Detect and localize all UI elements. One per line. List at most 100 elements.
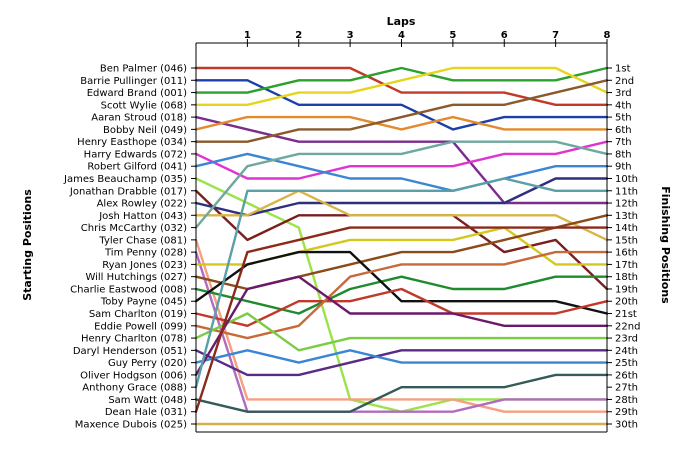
driver-line-25 <box>194 349 609 364</box>
finish-position-label-18: 18th <box>615 272 638 283</box>
start-driver-label-28: Sam Watt (048) <box>108 395 187 406</box>
start-driver-label-22: Eddie Powell (099) <box>94 321 187 332</box>
start-driver-label-23: Henry Charlton (078) <box>81 334 187 345</box>
start-driver-label-3: Edward Brand (001) <box>87 88 187 99</box>
start-driver-label-12: Alex Rowley (022) <box>97 199 188 210</box>
start-driver-label-17: Ryan Jones (023) <box>102 260 187 271</box>
driver-line-23 <box>194 312 609 352</box>
finish-position-label-1: 1st <box>615 64 631 75</box>
start-driver-label-14: Chris McCarthy (032) <box>81 223 187 234</box>
finish-position-label-17: 17th <box>615 260 638 271</box>
start-driver-label-25: Guy Perry (020) <box>108 358 187 369</box>
driver-line-27 <box>194 177 609 389</box>
start-driver-label-15: Tyler Chase (081) <box>98 235 187 246</box>
axis-layer: 1 2 3 4 5 6 7 8 <box>195 30 611 433</box>
lap-tick-label-6: 6 <box>501 30 508 41</box>
lap-tick-label-7: 7 <box>552 30 559 41</box>
driver-line-1 <box>194 66 609 107</box>
finish-position-label-25: 25th <box>615 358 638 369</box>
finish-position-label-15: 15th <box>615 235 638 246</box>
start-driver-label-30: Maxence Dubois (025) <box>75 420 187 431</box>
driver-line-6 <box>194 115 609 131</box>
finish-position-label-2: 2nd <box>615 76 634 87</box>
driver-line-7 <box>194 79 609 143</box>
left-axis-title: Starting Positions <box>21 189 34 301</box>
finish-position-label-12: 12th <box>615 199 638 210</box>
finish-position-label-20: 20th <box>615 297 638 308</box>
x-axis-title: Laps <box>387 15 416 28</box>
finishing-position-labels: 1st2nd3rd4th5th6th7th8th9th10th11th12th1… <box>607 64 640 431</box>
start-driver-label-24: Daryl Henderson (051) <box>73 346 187 357</box>
start-driver-label-16: Tim Penny (028) <box>104 248 187 259</box>
start-driver-label-2: Barrie Pullinger (011) <box>80 76 187 87</box>
driver-line-13 <box>194 189 609 242</box>
start-driver-label-7: Henry Easthope (034) <box>77 137 187 148</box>
start-driver-label-13: Josh Hatton (043) <box>98 211 187 222</box>
finish-position-label-3: 3rd <box>615 88 632 99</box>
finish-position-label-27: 27th <box>615 383 638 394</box>
finish-position-label-19: 19th <box>615 284 638 295</box>
start-driver-label-5: Aaran Stroud (018) <box>91 113 187 124</box>
finish-position-label-24: 24th <box>615 346 638 357</box>
driver-line-21 <box>194 287 609 327</box>
driver-line-20 <box>194 250 609 315</box>
finish-position-label-6: 6th <box>615 125 632 136</box>
finish-position-label-5: 5th <box>615 113 632 124</box>
start-driver-label-19: Charlie Eastwood (008) <box>70 284 187 295</box>
start-driver-label-20: Toby Payne (045) <box>100 297 187 308</box>
finish-position-label-14: 14th <box>615 223 638 234</box>
lap-tick-label-8: 8 <box>604 30 611 41</box>
finish-position-label-21: 21st <box>615 309 637 320</box>
driver-line-14 <box>194 140 609 229</box>
finish-position-label-30: 30th <box>615 420 638 431</box>
start-driver-label-11: Jonathan Drabble (017) <box>69 186 187 197</box>
driver-line-15 <box>194 238 609 413</box>
driver-line-22 <box>194 250 609 340</box>
start-driver-label-8: Harry Edwards (072) <box>84 149 187 160</box>
start-driver-label-27: Anthony Grace (088) <box>82 383 187 394</box>
lap-tick-label-1: 1 <box>244 30 251 41</box>
finish-position-label-29: 29th <box>615 407 638 418</box>
lap-tick-label-5: 5 <box>449 30 456 41</box>
start-driver-label-10: James Beauchamp (035) <box>63 174 187 185</box>
driver-line-24 <box>194 349 609 377</box>
driver-line-2 <box>194 79 609 131</box>
start-driver-label-26: Oliver Hodgson (006) <box>80 370 187 381</box>
driver-line-3 <box>194 66 609 94</box>
driver-line-17 <box>194 226 609 266</box>
starting-grid-labels: Ben Palmer (046)Barrie Pullinger (011)Ed… <box>63 64 196 431</box>
driver-line-5 <box>194 115 609 205</box>
finish-position-label-4: 4th <box>615 100 632 111</box>
driver-line-28 <box>194 373 609 413</box>
driver-line-4 <box>194 66 609 107</box>
driver-line-26 <box>194 275 609 377</box>
finish-position-label-22: 22nd <box>615 321 640 332</box>
finish-position-label-10: 10th <box>615 174 638 185</box>
lap-tick-label-3: 3 <box>347 30 354 41</box>
driver-line-8 <box>194 140 609 180</box>
start-driver-label-1: Ben Palmer (046) <box>100 64 187 75</box>
finish-position-label-13: 13th <box>615 211 638 222</box>
finish-position-label-9: 9th <box>615 162 632 173</box>
finish-position-label-28: 28th <box>615 395 638 406</box>
start-driver-label-4: Scott Wylie (068) <box>101 100 187 111</box>
finish-position-label-8: 8th <box>615 149 632 160</box>
series-layer <box>194 66 609 426</box>
lap-tick-label-4: 4 <box>398 30 405 41</box>
finish-position-label-26: 26th <box>615 370 638 381</box>
start-driver-label-29: Dean Hale (031) <box>105 407 187 418</box>
driver-line-29 <box>194 226 609 413</box>
start-driver-label-6: Bobby Neil (049) <box>103 125 187 136</box>
start-driver-label-9: Robert Gilford (041) <box>87 162 187 173</box>
lap-tick-label-2: 2 <box>295 30 302 41</box>
right-axis-title: Finishing Positions <box>659 186 672 304</box>
finish-position-label-23: 23rd <box>615 334 638 345</box>
finish-position-label-7: 7th <box>615 137 632 148</box>
finish-position-label-16: 16th <box>615 248 638 259</box>
start-driver-label-21: Sam Charlton (019) <box>89 309 187 320</box>
driver-line-19 <box>194 275 609 315</box>
start-driver-label-18: Will Hutchings (027) <box>85 272 187 283</box>
finish-position-label-11: 11th <box>615 186 638 197</box>
